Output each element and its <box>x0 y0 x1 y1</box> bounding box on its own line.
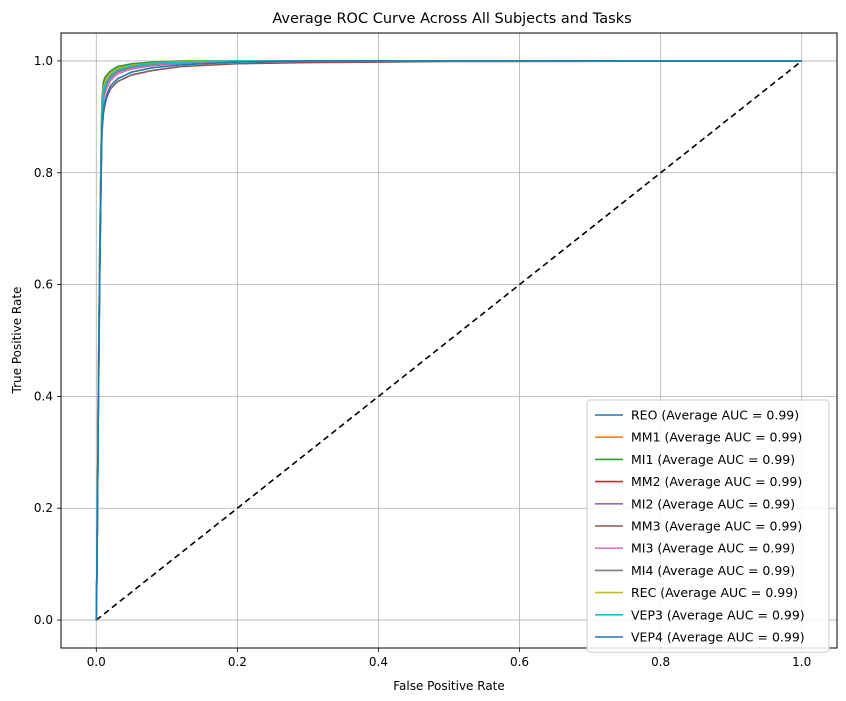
legend-entry: MI3 (Average AUC = 0.99) <box>631 541 795 556</box>
legend-entry: REO (Average AUC = 0.99) <box>631 408 799 423</box>
x-tick-label: 0.0 <box>87 655 106 669</box>
legend-entry: VEP3 (Average AUC = 0.99) <box>631 607 805 622</box>
legend-entry: MI4 (Average AUC = 0.99) <box>631 563 795 578</box>
x-tick-label: 1.0 <box>792 655 811 669</box>
ticks: 0.0 0.2 0.4 0.6 0.8 1.0 0.0 0.2 0.4 0.6 0.8 1.0 <box>34 54 811 669</box>
plot-frame <box>60 32 838 649</box>
y-axis-label: True Positive Rate <box>10 287 24 395</box>
legend-box <box>586 399 830 653</box>
y-tick-label: 0.8 <box>34 166 53 180</box>
y-tick-label: 1.0 <box>34 54 53 68</box>
legend-entry: VEP4 (Average AUC = 0.99) <box>631 630 805 645</box>
legend-entry: REC (Average AUC = 0.99) <box>631 585 798 600</box>
reference-line <box>95 60 803 621</box>
x-tick-label: 0.8 <box>651 655 670 669</box>
series-layer <box>95 60 802 621</box>
series-line <box>95 60 802 621</box>
x-tick-label: 0.2 <box>228 655 247 669</box>
x-axis-label: False Positive Rate <box>393 679 505 693</box>
y-tick-label: 0.4 <box>34 389 53 403</box>
x-tick-label: 0.4 <box>369 655 388 669</box>
legend-entry: MI2 (Average AUC = 0.99) <box>631 496 795 511</box>
legend-entry: MI1 (Average AUC = 0.99) <box>631 452 795 467</box>
chart-title: Average ROC Curve Across All Subjects an… <box>272 11 631 27</box>
legend-entry: MM1 (Average AUC = 0.99) <box>631 430 802 445</box>
legend-entry: MM3 (Average AUC = 0.99) <box>631 519 802 534</box>
legend: REO (Average AUC = 0.99) MM1 (Average AUC… <box>586 399 830 653</box>
x-tick-label: 0.6 <box>510 655 529 669</box>
legend-entry: MM2 (Average AUC = 0.99) <box>631 474 802 489</box>
y-tick-label: 0.0 <box>34 613 53 627</box>
y-tick-label: 0.6 <box>34 278 53 292</box>
y-tick-label: 0.2 <box>34 501 53 515</box>
